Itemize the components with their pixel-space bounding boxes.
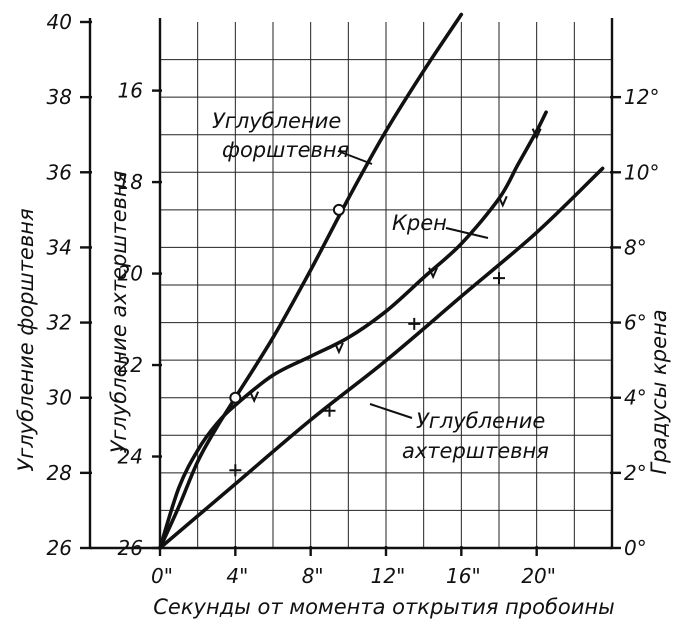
aft-draft-point xyxy=(408,317,421,330)
x-tick-label: 4" xyxy=(226,564,248,588)
forward-series-label: Углубление форштевня xyxy=(212,109,373,165)
heel-point xyxy=(531,128,542,141)
forward-label-line-2: форштевня xyxy=(222,138,349,162)
aft-label-line-2: ахтерштевня xyxy=(402,439,549,463)
aft-tick-label: 20 xyxy=(118,262,143,286)
heel-tick-label: 12° xyxy=(624,85,659,109)
forward-draft-point xyxy=(229,391,242,404)
forward-tick-label: 36 xyxy=(47,160,72,184)
heel-label: Крен xyxy=(392,211,447,235)
heel-point xyxy=(497,195,508,208)
forward-draft-line xyxy=(158,12,464,550)
aft-label-line-1: Углубление xyxy=(416,409,545,433)
heel-tick-label: 0° xyxy=(624,536,647,560)
heel-point xyxy=(428,267,438,280)
series-markers xyxy=(229,128,542,477)
aft-tick-label: 24 xyxy=(118,445,143,469)
x-tick-label: 16" xyxy=(446,564,481,588)
aft-tick-label: 22 xyxy=(118,353,143,377)
aft-draft-line xyxy=(158,166,605,550)
aft-draft-point xyxy=(323,404,336,417)
aft-series-label: Углубление ахтерштевня xyxy=(369,403,549,463)
x-axis-title: Секунды от момента открытия пробоины xyxy=(153,595,614,619)
aft-label-leader xyxy=(369,403,413,419)
forward-draft-point xyxy=(332,203,345,216)
heel-label-leader xyxy=(445,227,489,239)
aft-axis-title: Углубление ахтерштевня xyxy=(107,171,131,454)
forward-tick-label: 32 xyxy=(47,311,72,335)
aft-draft-point xyxy=(229,464,242,477)
heel-line xyxy=(158,110,548,550)
forward-tick-label: 40 xyxy=(47,10,72,34)
forward-label-leader xyxy=(337,150,373,165)
aft-tick-label: 16 xyxy=(118,79,143,103)
x-tick-label: 0" xyxy=(151,564,173,588)
heel-series-label: Крен xyxy=(392,211,489,239)
axes: 26 28 30 32 34 36 38 40 16 18 20 22 24 26 0° 2° 4° 6° 8° 10… xyxy=(47,10,660,588)
x-tick-label: 12" xyxy=(371,564,406,588)
heel-tick-label: 8° xyxy=(624,235,647,259)
forward-tick-label: 26 xyxy=(47,536,72,560)
grid xyxy=(160,22,612,548)
heel-tick-label: 10° xyxy=(624,160,659,184)
forward-axis-title: Углубление форштевня xyxy=(14,208,38,471)
forward-tick-label: 38 xyxy=(47,85,72,109)
aft-tick-label: 26 xyxy=(118,536,143,560)
heel-tick-label: 2° xyxy=(624,461,647,485)
series-lines xyxy=(158,12,605,550)
x-tick-label: 20" xyxy=(521,564,556,588)
aft-tick-label: 18 xyxy=(118,170,143,194)
x-tick-label: 8" xyxy=(302,564,324,588)
aft-draft-point xyxy=(493,272,505,285)
heel-point xyxy=(249,391,260,404)
forward-label-line-1: Углубление xyxy=(212,109,341,133)
forward-tick-label: 30 xyxy=(47,386,72,410)
heel-tick-label: 4° xyxy=(624,386,647,410)
heel-point xyxy=(334,342,344,355)
heel-tick-label: 6° xyxy=(624,311,647,335)
heel-axis-title: Градусы крена xyxy=(647,309,671,474)
forward-tick-label: 34 xyxy=(47,235,72,259)
forward-tick-label: 28 xyxy=(47,461,72,485)
